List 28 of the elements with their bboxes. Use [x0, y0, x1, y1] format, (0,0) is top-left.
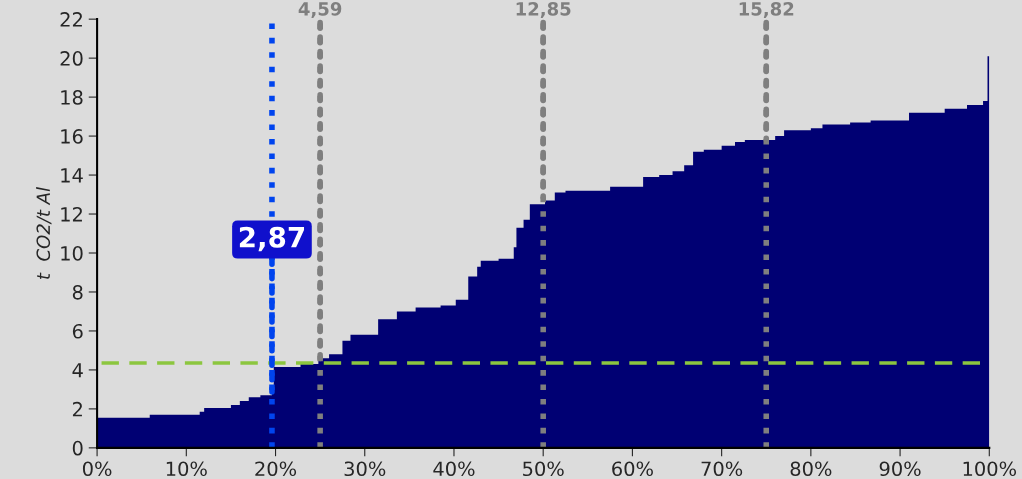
annotation: 4,59 — [298, 2, 342, 18]
x-tick-label: 100% — [963, 461, 1017, 477]
annotation: 15,82 — [739, 2, 794, 18]
annotation: 12,85 — [516, 2, 571, 18]
y-tick-label: 0 — [72, 440, 83, 456]
y-tick-label: 16 — [61, 129, 83, 144]
y-tick-label: 6 — [72, 323, 83, 339]
x-tick-label: 10% — [166, 461, 207, 477]
x-tick-label: 80% — [790, 461, 832, 477]
y-tick-label: 20 — [60, 51, 83, 66]
y-tick-label: 22 — [60, 12, 82, 27]
x-tick-label: 60% — [612, 461, 653, 477]
x-tick-label: 70% — [701, 461, 743, 477]
y-tick-label: 10 — [61, 245, 83, 261]
x-tick-label: 50% — [523, 461, 564, 477]
y-axis-title: t CO2/t Al — [36, 187, 52, 279]
x-tick-label: 30% — [344, 461, 386, 477]
y-tick-label: 8 — [72, 284, 83, 300]
y-tick-label: 2 — [72, 401, 82, 417]
x-tick-label: 0% — [82, 461, 112, 477]
x-tick-label: 40% — [433, 461, 475, 477]
y-tick-label: 18 — [61, 90, 83, 105]
annotation: 2,87 — [239, 226, 305, 252]
y-tick-label: 14 — [61, 168, 83, 183]
x-tick-label: 90% — [879, 461, 921, 477]
y-tick-label: 12 — [61, 206, 82, 222]
y-tick-label: 4 — [72, 363, 83, 378]
x-tick-label: 20% — [255, 461, 297, 477]
